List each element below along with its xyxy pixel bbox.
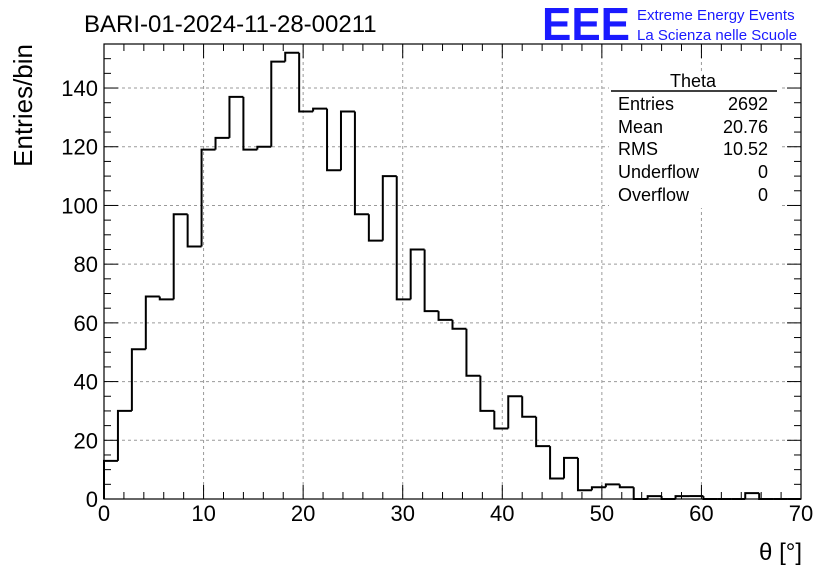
histogram-bin-32 (549, 446, 565, 480)
histogram-bin-9 (228, 95, 244, 138)
histogram-bin-13 (284, 51, 300, 62)
grid-lines (104, 44, 801, 499)
x-tick-label-40: 40 (490, 501, 514, 526)
histogram-bin-29 (507, 395, 523, 429)
stats-label-rms: RMS (618, 139, 658, 159)
x-tick-label-70: 70 (789, 501, 813, 526)
x-tick-label-0: 0 (98, 501, 110, 526)
histogram-bin-30 (521, 396, 537, 418)
histogram-bin-25 (451, 319, 467, 330)
histogram-bin-12 (270, 60, 286, 147)
histogram-bin-5 (172, 213, 188, 300)
y-tick-label-100: 100 (61, 193, 98, 218)
stats-label-entries: Entries (618, 94, 674, 114)
x-axis-label: θ [°] (759, 539, 802, 566)
histogram-series (103, 51, 801, 500)
y-tick-label-40: 40 (74, 370, 98, 395)
histogram-bin-7 (200, 148, 216, 247)
stats-value-underflow: 0 (758, 162, 768, 182)
histogram-bin-24 (437, 311, 453, 321)
y-tick-label-20: 20 (74, 428, 98, 453)
histogram-bin-37 (618, 484, 634, 489)
histogram-bin-23 (423, 249, 439, 313)
logo-line-2: La Scienza nelle Scuole (637, 27, 797, 44)
histogram-bin-27 (479, 375, 495, 412)
histogram-bin-15 (312, 107, 328, 112)
histogram-bin-21 (395, 176, 411, 301)
stats-label-overflow: Overflow (618, 185, 690, 205)
histogram-bin-36 (604, 483, 620, 488)
histogram-bin-34 (576, 457, 592, 492)
histogram-bin-18 (353, 111, 369, 216)
eee-logo-mark: EEE (542, 0, 630, 50)
x-tick-label-50: 50 (590, 501, 614, 526)
eee-logo: EEE Extreme Energy Events La Scienza nel… (542, 0, 797, 50)
stats-box-background (609, 74, 779, 208)
x-tick-label-60: 60 (689, 501, 713, 526)
histogram-bin-31 (535, 416, 551, 448)
stats-label-mean: Mean (618, 117, 663, 137)
histogram-bin-19 (367, 214, 383, 242)
y-axis-label: Entries/bin (8, 44, 38, 167)
histogram-bin-10 (242, 96, 258, 151)
histogram-bin-20 (381, 175, 397, 241)
histogram-bin-17 (339, 110, 355, 171)
y-tick-label-0: 0 (86, 487, 98, 512)
histogram-bin-33 (563, 456, 578, 479)
axis-tick-labels: 0 10 20 30 40 50 60 70 0 20 40 60 80 100 120 140 (61, 76, 813, 526)
histogram-bin-28 (493, 410, 509, 430)
histogram-bin-14 (298, 52, 314, 113)
stats-value-overflow: 0 (758, 185, 768, 205)
histogram-bin-16 (326, 108, 341, 172)
histogram-bin-39 (646, 495, 662, 499)
axis-ticks (103, 43, 802, 500)
y-tick-label-140: 140 (61, 76, 98, 101)
logo-line-1: Extreme Energy Events (637, 7, 795, 24)
histogram-bin-3 (144, 295, 160, 350)
histogram-bin-1 (116, 409, 132, 461)
plot-frame (103, 43, 802, 500)
x-tick-label-10: 10 (191, 501, 215, 526)
histogram-bin-46 (744, 492, 760, 499)
histogram-bin-2 (130, 348, 146, 411)
x-tick-label-20: 20 (291, 501, 315, 526)
histogram-bin-8 (214, 136, 230, 150)
y-tick-label-120: 120 (61, 135, 98, 160)
stats-box: Theta Entries 2692 Mean 20.76 RMS 10.52 … (609, 71, 779, 208)
histogram-bin-4 (158, 296, 174, 301)
stats-label-underflow: Underflow (618, 162, 700, 182)
stats-value-rms: 10.52 (723, 139, 768, 159)
histogram-bin-41 (674, 495, 690, 499)
y-tick-label-80: 80 (74, 252, 98, 277)
stats-title: Theta (670, 71, 717, 91)
histogram-bin-35 (590, 486, 606, 491)
stats-value-mean: 20.76 (723, 117, 768, 137)
chart-title: BARI-01-2024-11-28-00211 (84, 11, 377, 38)
histogram-bin-26 (465, 328, 481, 377)
stats-value-entries: 2692 (728, 94, 768, 114)
histogram-bin-11 (256, 145, 272, 150)
y-tick-label-60: 60 (74, 311, 98, 336)
x-tick-label-30: 30 (390, 501, 414, 526)
histogram-bin-6 (186, 214, 202, 248)
histogram-bin-22 (409, 248, 425, 300)
